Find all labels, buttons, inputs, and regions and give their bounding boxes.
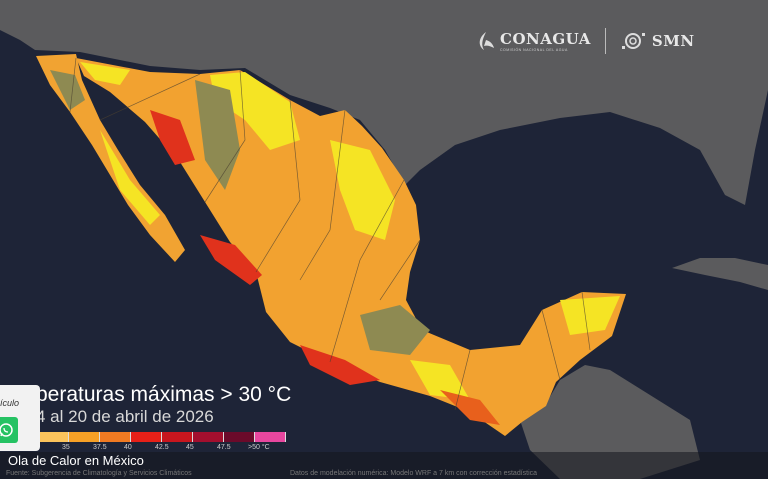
logos: CONAGUA COMISIÓN NACIONAL DEL AGUA SMN — [474, 28, 695, 54]
conagua-logo-text: CONAGUA — [500, 30, 591, 48]
legend-tick-label: 42.5 — [155, 444, 169, 451]
legend-tick-label: 35 — [62, 444, 70, 451]
legend-swatch — [69, 432, 100, 442]
state-borders — [69, 57, 591, 411]
source-text: Fuente: Subgerencia de Climatología y Se… — [6, 470, 192, 477]
map-title: peraturas máximas > 30 °C — [36, 383, 292, 406]
whatsapp-icon — [0, 423, 13, 437]
share-popup: ículo — [0, 385, 40, 451]
map-subtitle: 4 al 20 de abril de 2026 — [36, 407, 214, 426]
legend-swatch — [255, 432, 286, 442]
conagua-logo-subtext: COMISIÓN NACIONAL DEL AGUA — [500, 48, 568, 52]
heat-patches — [50, 62, 620, 425]
cuba — [672, 258, 768, 290]
logo-divider — [604, 28, 606, 54]
whatsapp-share-button[interactable] — [0, 417, 18, 443]
caption-bar — [0, 452, 768, 479]
legend-swatch — [193, 432, 224, 442]
conagua-logo-icon — [479, 32, 494, 50]
color-legend — [38, 432, 286, 442]
image-caption: Ola de Calor en México — [8, 453, 144, 468]
legend-tick-label: 40 — [124, 444, 132, 451]
smn-logo-icon — [621, 33, 645, 49]
legend-swatch — [38, 432, 69, 442]
legend-tick-label: 47.5 — [217, 444, 231, 451]
model-note: Datos de modelación numérica: Modelo WRF… — [290, 470, 538, 477]
central-america — [520, 365, 700, 479]
smn-logo-text: SMN — [651, 32, 695, 50]
legend-tick-label: >50 °C — [248, 444, 270, 451]
legend-swatch — [162, 432, 193, 442]
us-landmass — [0, 0, 768, 205]
legend-swatch — [131, 432, 162, 442]
popup-text: ículo — [0, 398, 20, 408]
legend-swatch — [224, 432, 255, 442]
legend-tick-label: 37.5 — [93, 444, 107, 451]
legend-swatch — [100, 432, 131, 442]
legend-tick-label: 45 — [186, 444, 194, 451]
